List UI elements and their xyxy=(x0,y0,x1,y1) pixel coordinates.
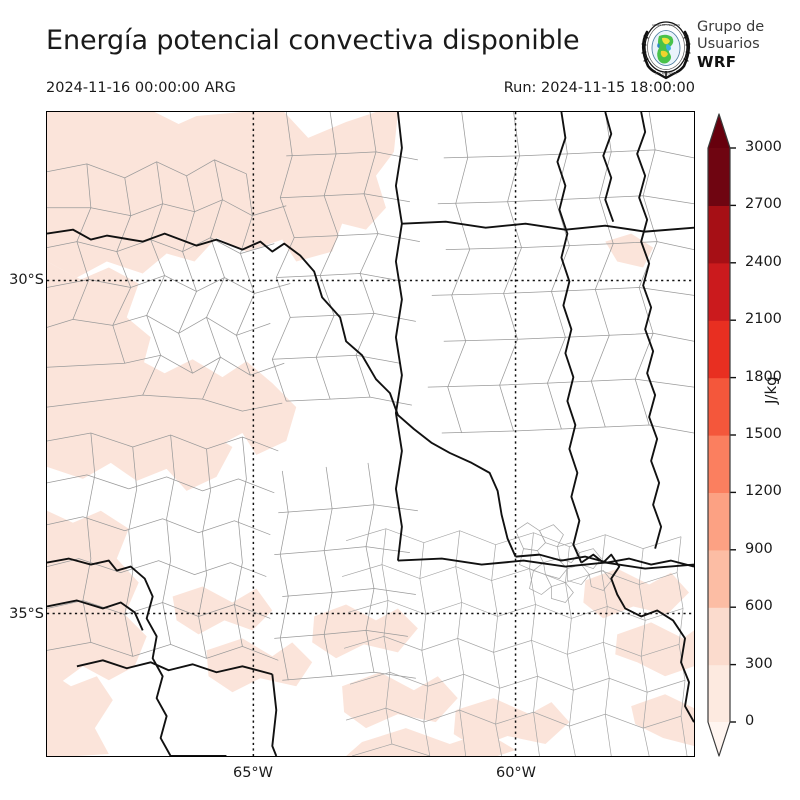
colorbar-tick-label: 900 xyxy=(745,540,773,557)
colorbar-outline xyxy=(707,113,731,757)
globe-seal-icon: GRUPO DE USUARIOS WRF ARGENTINA xyxy=(641,21,691,80)
colorbar-tick-label: 300 xyxy=(745,655,773,672)
colorbar-band xyxy=(708,148,730,206)
colorbar[interactable] xyxy=(703,112,737,758)
lon-tick-65w: 65°W xyxy=(232,765,274,781)
run-time-label: Run: 2024-11-15 18:00:00 xyxy=(503,80,695,96)
colorbar-tick-label: 0 xyxy=(745,713,755,729)
colorbar-tick-label: 2100 xyxy=(745,311,782,328)
colorbar-bands xyxy=(708,114,730,756)
colorbar-tick-label: 1800 xyxy=(745,368,782,385)
map-canvas xyxy=(47,112,694,756)
colorbar-tick-label: 1500 xyxy=(745,426,782,442)
colorbar-band xyxy=(708,607,730,666)
logo-line-2: Usuarios xyxy=(697,36,760,52)
logo: GRUPO DE USUARIOS WRF ARGENTINA Grupo de… xyxy=(637,18,795,80)
colorbar-band xyxy=(708,377,730,436)
colorbar-tick-label: 1200 xyxy=(745,483,782,500)
colorbar-ticks xyxy=(730,147,736,723)
colorbar-tick-label: 2700 xyxy=(745,196,782,213)
graticule xyxy=(47,112,694,756)
colorbar-tick-label: 2400 xyxy=(745,253,782,270)
map-panel[interactable] xyxy=(46,111,695,757)
colorbar-band xyxy=(708,262,730,321)
colorbar-band xyxy=(708,435,730,493)
colorbar-extend-min xyxy=(708,722,730,756)
page-title: Energía potencial convectiva disponible xyxy=(46,25,580,56)
colorbar-band xyxy=(708,320,730,379)
colorbar-band xyxy=(708,205,730,264)
logo-line-1: Grupo de xyxy=(697,19,765,35)
colorbar-extend-max xyxy=(708,114,730,148)
logo-wordmark: Grupo de Usuarios WRF xyxy=(697,19,795,71)
colorbar-band xyxy=(708,492,730,551)
cape-shading-layer xyxy=(47,112,694,756)
lat-tick-35s: 35°S xyxy=(9,606,44,622)
province-boundaries xyxy=(47,112,694,756)
lon-tick-60w: 60°W xyxy=(495,765,537,781)
colorbar-tick-label: 600 xyxy=(745,598,773,615)
lat-tick-30s: 30°S xyxy=(9,272,44,288)
colorbar-canvas xyxy=(707,113,736,757)
valid-time-label: 2024-11-16 00:00:00 ARG xyxy=(46,80,236,96)
logo-line-3: WRF xyxy=(697,53,737,71)
svg-text:WRF ARGENTINA: WRF ARGENTINA xyxy=(655,72,677,76)
svg-text:GRUPO DE USUARIOS: GRUPO DE USUARIOS xyxy=(652,23,680,27)
colorbar-tick-label: 3000 xyxy=(745,139,782,155)
colorbar-band xyxy=(708,549,730,608)
colorbar-band xyxy=(708,664,730,723)
